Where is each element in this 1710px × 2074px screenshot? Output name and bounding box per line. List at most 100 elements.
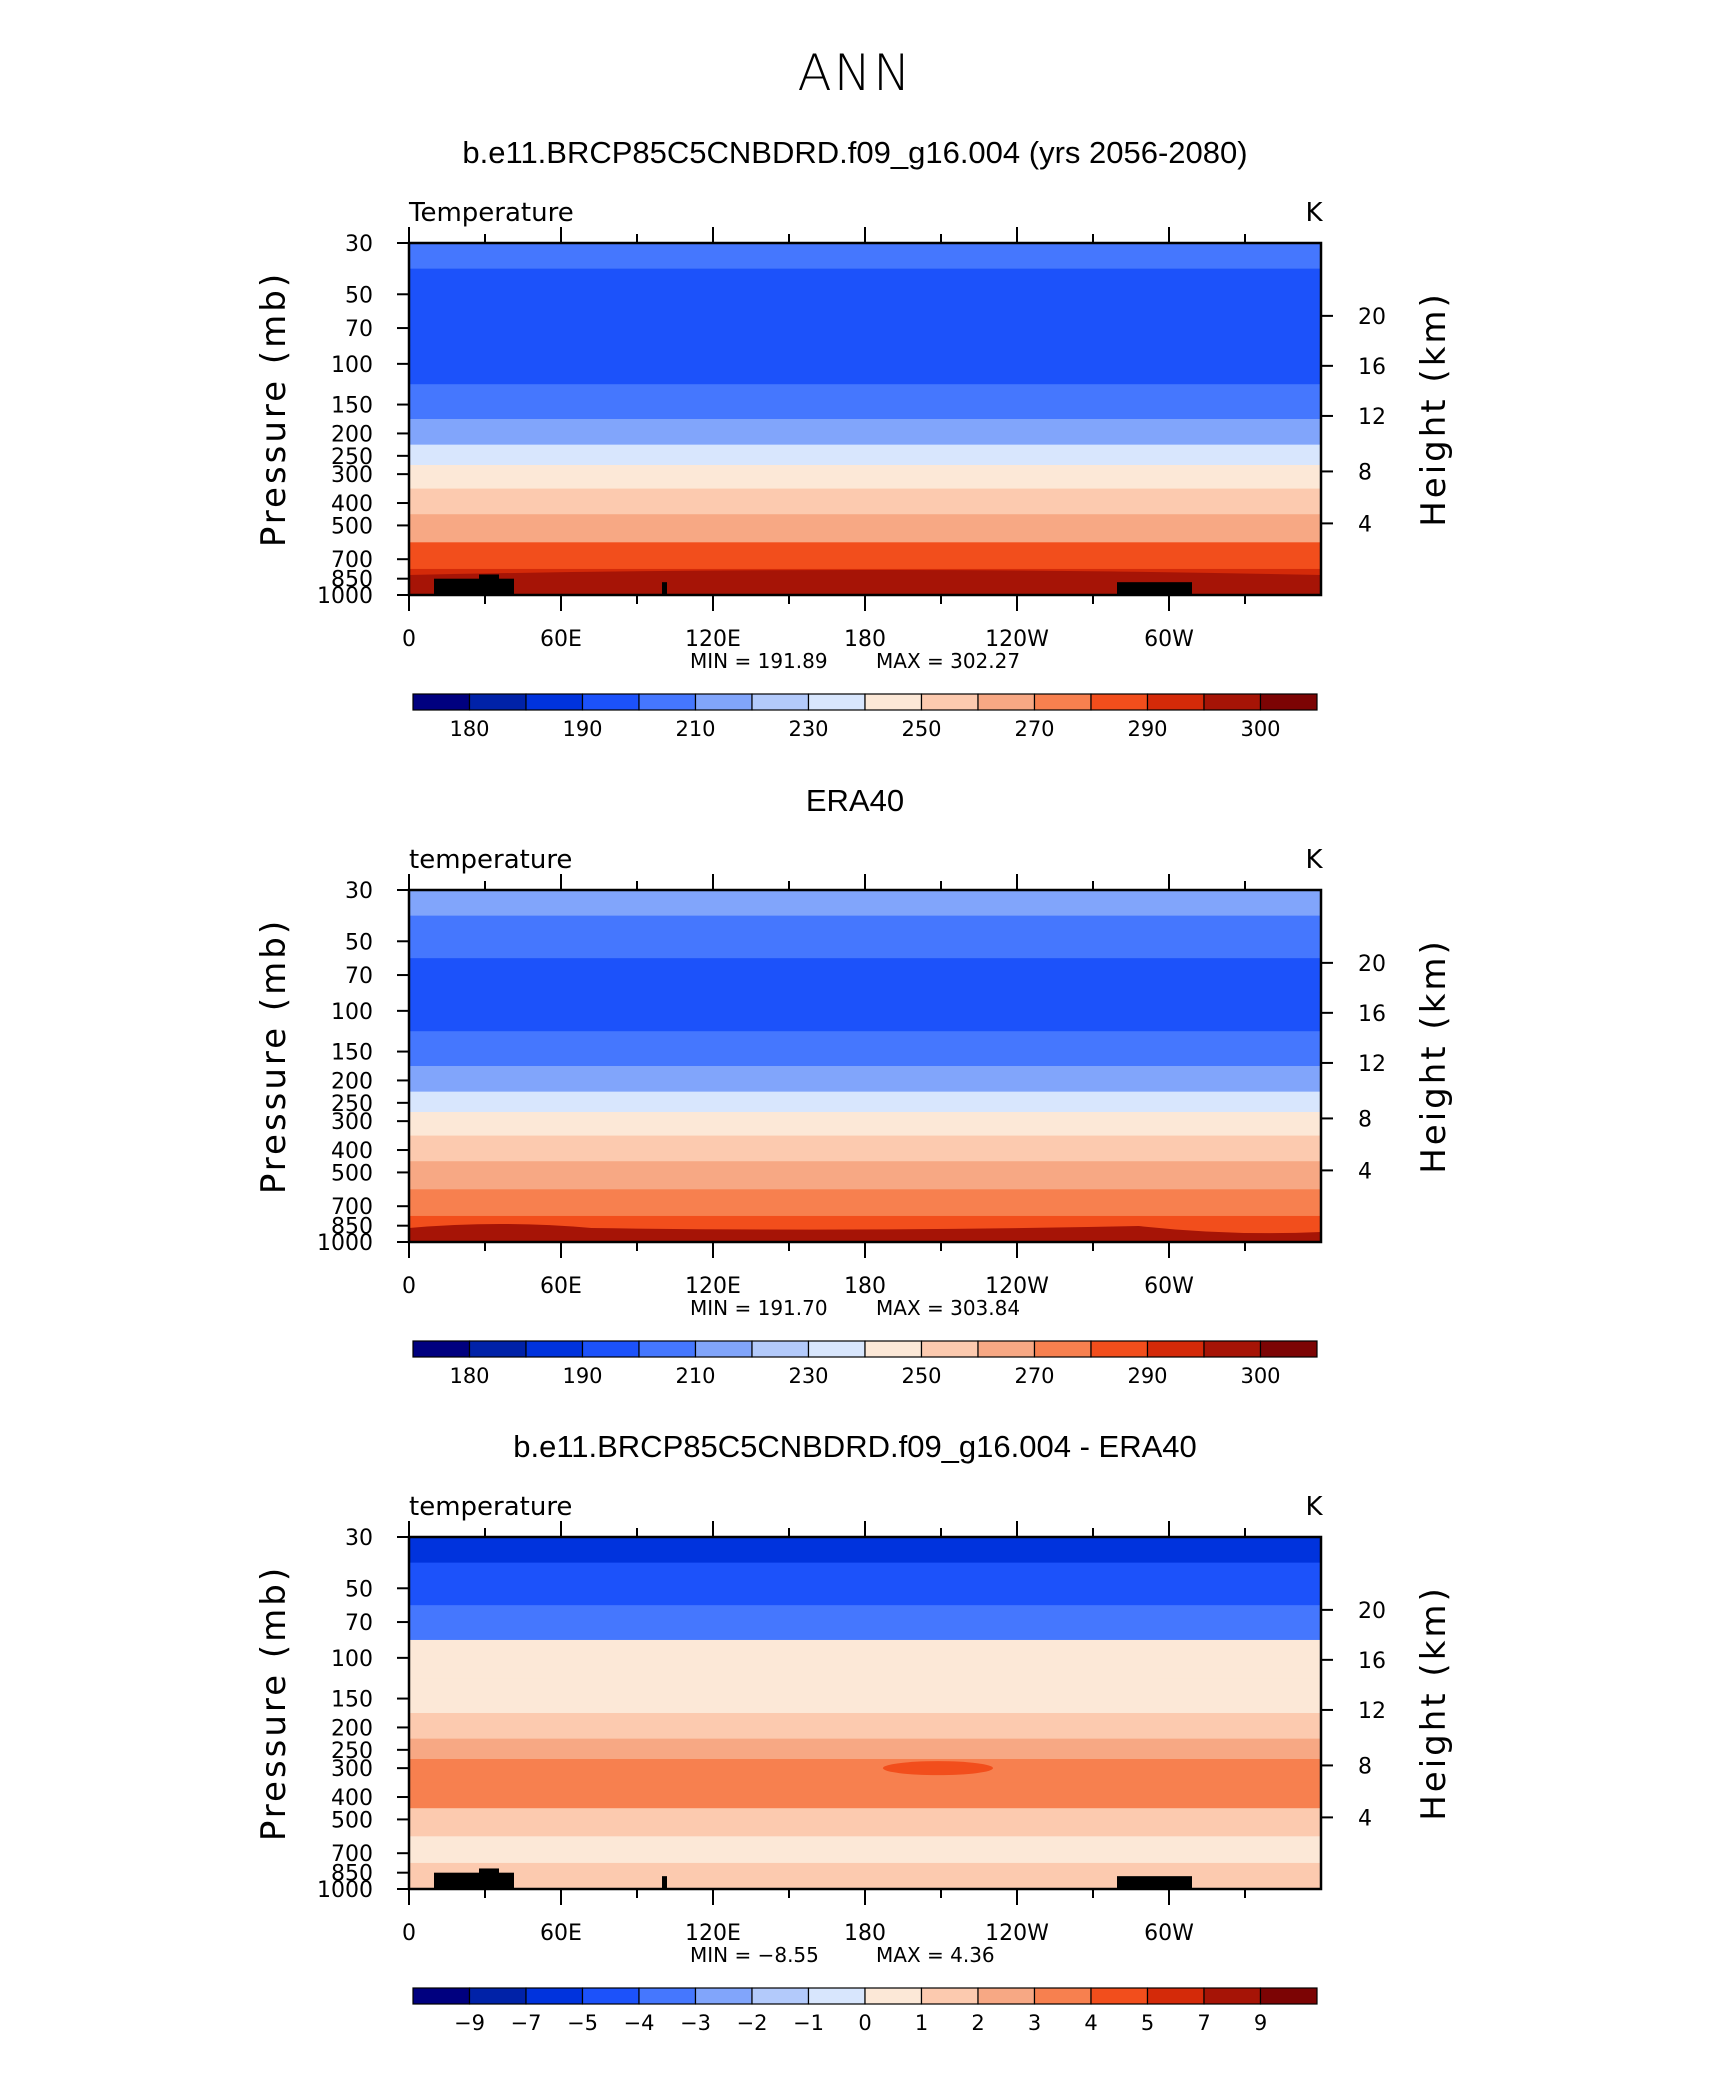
contour-band — [409, 1808, 1321, 1837]
y-tick-label: 300 — [331, 1757, 373, 1782]
contour-band — [409, 1135, 1321, 1162]
y2-tick-label: 20 — [1358, 1599, 1386, 1624]
y2-tick-label: 4 — [1358, 512, 1372, 537]
contour-band — [882, 1761, 993, 1776]
contour-band — [409, 1537, 1321, 1564]
y-tick-label: 850 — [331, 1215, 373, 1240]
y-tick-label: 1000 — [317, 1231, 373, 1256]
colorbar: 180 190 210 230 250 270 290 300 — [412, 1340, 1318, 1388]
contour-band — [409, 1605, 1321, 1641]
topography-mask — [479, 1868, 499, 1889]
contour-band — [409, 514, 1321, 543]
topography-mask — [1117, 582, 1192, 595]
colorbar-swatch — [1146, 693, 1205, 711]
colorbar-swatch — [581, 1987, 640, 2005]
y-tick-label: 150 — [331, 1041, 373, 1066]
y-tick-label: 70 — [345, 964, 373, 989]
contour-band — [409, 1758, 1321, 1784]
colorbar-label: −5 — [567, 2011, 598, 2035]
contour-band — [409, 243, 1321, 270]
colorbar-label: 3 — [1028, 2011, 1041, 2035]
colorbar-label: 190 — [562, 717, 602, 741]
y2-tick-label: 20 — [1358, 952, 1386, 977]
units-label: K — [1305, 845, 1323, 875]
colorbar-swatch — [920, 1340, 979, 1358]
colorbar-swatch — [1259, 693, 1318, 711]
x-tick-label: 120E — [685, 1274, 741, 1299]
colorbar-swatch — [694, 1987, 753, 2005]
topography-mask — [662, 582, 667, 595]
colorbar-swatch — [581, 693, 640, 711]
colorbar-swatch — [412, 693, 471, 711]
y-tick-label: 200 — [331, 1069, 373, 1094]
colorbar-swatch — [751, 693, 810, 711]
contour-band — [409, 1066, 1321, 1093]
contour-band — [409, 384, 1321, 420]
y2-tick-label: 12 — [1358, 1052, 1386, 1077]
contour-band — [409, 311, 1321, 347]
panel-title: b.e11.BRCP85C5CNBDRD.f09_g16.004 - ERA40 — [513, 1429, 1197, 1464]
colorbar-label: 270 — [1014, 1364, 1054, 1388]
y-tick-label: 500 — [331, 1808, 373, 1833]
field-label: Temperature — [408, 198, 574, 228]
colorbar-swatch — [468, 693, 527, 711]
colorbar-swatch — [694, 693, 753, 711]
colorbar-swatch — [638, 1987, 697, 2005]
y2-tick-label: 4 — [1358, 1159, 1372, 1184]
max-label: MAX = 302.27 — [876, 649, 1020, 673]
colorbar-swatch — [638, 1340, 697, 1358]
colorbar-label: 300 — [1240, 1364, 1280, 1388]
y2-tick-label: 8 — [1358, 1107, 1372, 1132]
y-tick-label: 400 — [331, 1139, 373, 1164]
y-tick-label: 200 — [331, 1716, 373, 1741]
colorbar-swatch — [1033, 1340, 1092, 1358]
contour-band — [409, 958, 1321, 994]
y-tick-label: 30 — [345, 879, 373, 904]
contour-band — [409, 345, 1321, 385]
x-tick-label: 60W — [1144, 1921, 1194, 1946]
colorbar-label: 290 — [1127, 717, 1167, 741]
colorbar-swatch — [638, 693, 697, 711]
units-label: K — [1305, 1492, 1323, 1522]
colorbar-swatch — [977, 693, 1036, 711]
contour-band — [409, 1189, 1321, 1217]
y-tick-label: 200 — [331, 422, 373, 447]
contour-band — [409, 890, 1321, 917]
y-tick-label: 850 — [331, 568, 373, 593]
colorbar-swatch — [1146, 1987, 1205, 2005]
colorbar-label: 190 — [562, 1364, 602, 1388]
topography-mask — [662, 1876, 667, 1889]
y-tick-label: 500 — [331, 1161, 373, 1186]
x-tick-label: 180 — [844, 1921, 886, 1946]
colorbar-swatch — [1090, 693, 1149, 711]
colorbar: −9 −7 −5 −4 −3 −2 −1 0 1 2 3 4 5 7 9 — [412, 1987, 1318, 2035]
colorbar-swatch — [1203, 693, 1262, 711]
colorbar-label: −2 — [737, 2011, 768, 2035]
contour-band — [409, 1862, 1321, 1882]
colorbar-swatch — [864, 1340, 923, 1358]
x-tick-label: 180 — [844, 1274, 886, 1299]
max-label: MAX = 4.36 — [876, 1943, 995, 1967]
y-tick-label: 30 — [345, 1526, 373, 1551]
chart-panel-1: b.e11.BRCP85C5CNBDRD.f09_g16.004 (yrs 20… — [254, 135, 1454, 741]
y2-tick-label: 16 — [1358, 355, 1386, 380]
y-tick-label: 250 — [331, 445, 373, 470]
contour-band — [409, 1713, 1321, 1740]
colorbar-label: 230 — [788, 717, 828, 741]
chart-panel-2: ERA40 temperature K 0 60E 120E 180 120W 60W 30 50 7… — [254, 783, 1454, 1388]
y2-axis-label: Height (km) — [1414, 1585, 1454, 1821]
contour-field — [409, 243, 1321, 595]
colorbar-label: 2 — [971, 2011, 984, 2035]
colorbar-label: 180 — [449, 717, 489, 741]
x-tick-label: 60W — [1144, 1274, 1194, 1299]
y-tick-label: 70 — [345, 1611, 373, 1636]
colorbar-swatch — [525, 1987, 584, 2005]
colorbar-swatch — [1259, 1987, 1318, 2005]
y2-tick-label: 12 — [1358, 1699, 1386, 1724]
y-tick-label: 150 — [331, 1688, 373, 1713]
y-tick-label: 50 — [345, 1577, 373, 1602]
colorbar-swatch — [751, 1340, 810, 1358]
topography-mask — [1117, 1876, 1192, 1889]
contour-band — [409, 1738, 1321, 1760]
colorbar-label: 180 — [449, 1364, 489, 1388]
